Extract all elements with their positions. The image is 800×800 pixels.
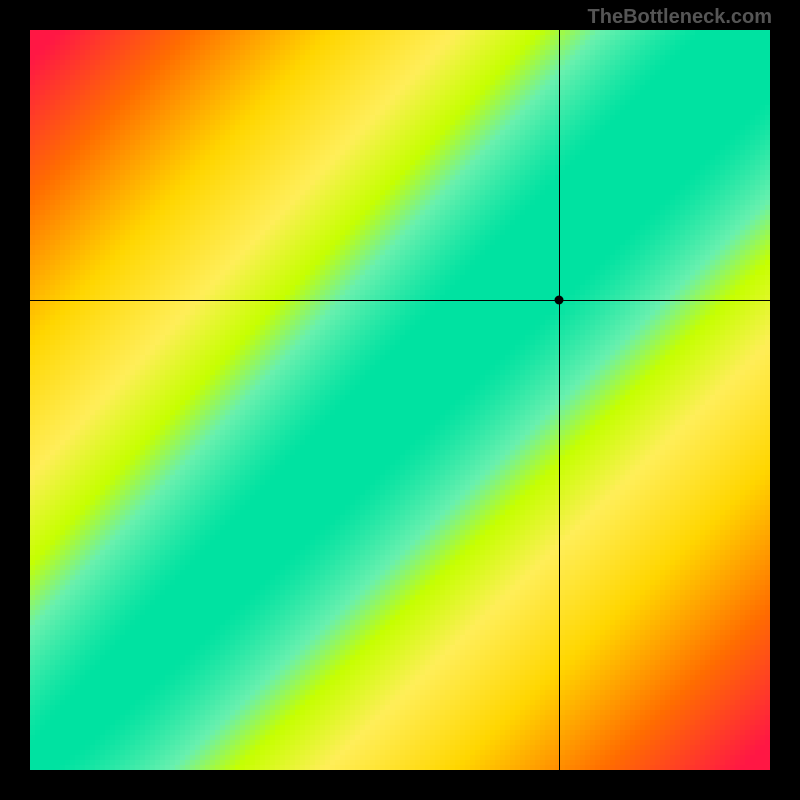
bottleneck-heatmap <box>30 30 770 770</box>
plot-area <box>30 30 770 770</box>
watermark-text: TheBottleneck.com <box>588 6 772 29</box>
